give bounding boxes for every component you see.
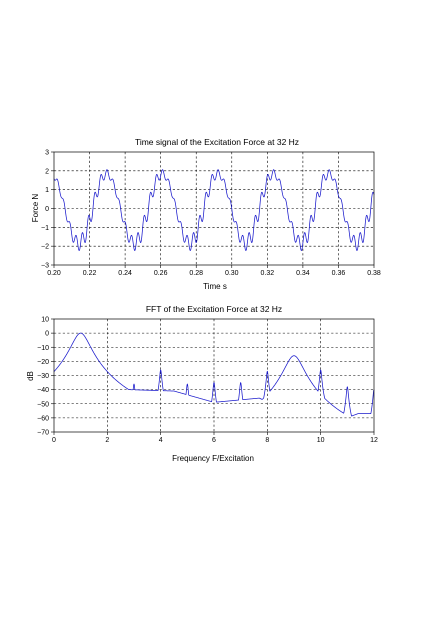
time-chart-xtick-label: 0.28 bbox=[189, 270, 203, 277]
time-chart-xtick-label: 0.38 bbox=[367, 270, 381, 277]
time-chart-ytick-label: 1 bbox=[45, 187, 49, 194]
time-chart-ytick-label: −3 bbox=[41, 263, 49, 270]
time-chart-grid bbox=[54, 152, 374, 265]
fft-chart-ytick-label: −40 bbox=[37, 387, 49, 394]
fft-chart-xtick-label: 4 bbox=[159, 437, 163, 444]
fft-chart: FFT of the Excitation Force at 32 Hz 0 2 4… bbox=[26, 304, 378, 463]
fft-chart-ytick-label: −60 bbox=[37, 415, 49, 422]
time-chart-xtick-label: 0.32 bbox=[261, 270, 275, 277]
fft-chart-xtick-label: 2 bbox=[105, 437, 109, 444]
fft-chart-xtick-label: 10 bbox=[317, 437, 325, 444]
time-chart-series bbox=[53, 169, 375, 251]
fft-chart-xtick-label: 12 bbox=[370, 437, 378, 444]
time-signal-chart: Time signal of the Excitation Force at 3… bbox=[31, 137, 381, 291]
fft-chart-ylabel: dB bbox=[26, 371, 35, 381]
fft-chart-ytick-label: 10 bbox=[41, 317, 49, 324]
fft-chart-grid bbox=[54, 319, 374, 432]
time-chart-xtick-label: 0.30 bbox=[225, 270, 239, 277]
fft-chart-ytick-label: −20 bbox=[37, 359, 49, 366]
time-chart-xtick-label: 0.36 bbox=[332, 270, 346, 277]
fft-chart-series bbox=[53, 332, 375, 417]
time-chart-xtick-label: 0.20 bbox=[47, 270, 61, 277]
time-chart-xlabel: Time s bbox=[203, 282, 227, 291]
fft-chart-xlabel: Frequency F/Excitation bbox=[172, 454, 254, 463]
time-chart-ytick-label: −2 bbox=[41, 244, 49, 251]
fft-spectrum-line bbox=[53, 332, 375, 417]
time-chart-ylabel: Force N bbox=[31, 194, 40, 223]
time-chart-xtick-label: 0.22 bbox=[83, 270, 97, 277]
fft-chart-ytick-label: −50 bbox=[37, 401, 49, 408]
time-chart-ytick-label: −1 bbox=[41, 225, 49, 232]
time-chart-title: Time signal of the Excitation Force at 3… bbox=[135, 137, 299, 147]
fft-chart-ytick-label: −30 bbox=[37, 373, 49, 380]
fft-chart-ytick-label: −10 bbox=[37, 345, 49, 352]
fft-chart-xtick-label: 8 bbox=[265, 437, 269, 444]
time-chart-ytick-label: 3 bbox=[45, 150, 49, 157]
time-chart-xtick-label: 0.26 bbox=[154, 270, 168, 277]
fft-chart-ytick-label: −70 bbox=[37, 430, 49, 437]
fft-chart-title: FFT of the Excitation Force at 32 Hz bbox=[146, 304, 282, 314]
fft-chart-xtick-label: 0 bbox=[52, 437, 56, 444]
time-chart-ytick-label: 2 bbox=[45, 168, 49, 175]
time-chart-xtick-label: 0.34 bbox=[296, 270, 310, 277]
time-chart-ticks: 0.20 0.22 0.24 0.26 0.28 0.30 0.32 0.34 0.36 0.38… bbox=[41, 150, 381, 278]
time-chart-ytick-label: 0 bbox=[45, 206, 49, 213]
fft-chart-ticks: 0 2 4 6 8 10 12 10 0 −10 −20 −30 −40 −50 −60 −70 bbox=[37, 317, 378, 445]
time-signal-line bbox=[53, 169, 375, 251]
time-chart-xtick-label: 0.24 bbox=[118, 270, 132, 277]
fft-chart-xtick-label: 6 bbox=[212, 437, 216, 444]
fft-chart-ytick-label: 0 bbox=[45, 331, 49, 338]
